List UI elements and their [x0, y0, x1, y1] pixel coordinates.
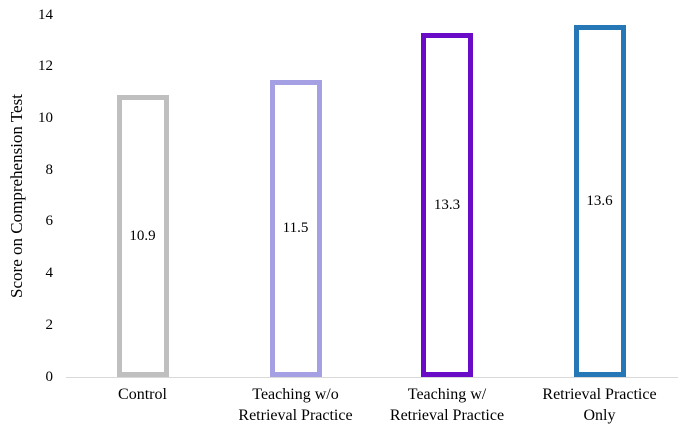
y-tick-label: 4 — [45, 265, 54, 282]
bar-value-label: 11.5 — [282, 220, 309, 237]
bar-value-label: 10.9 — [129, 228, 156, 245]
bar: 11.5 — [269, 79, 322, 377]
y-tick-label: 14 — [38, 6, 53, 23]
bar-value-label: 13.6 — [586, 193, 613, 210]
x-axis-line — [66, 376, 678, 378]
y-tick-label: 12 — [38, 58, 53, 75]
bar: 13.6 — [573, 25, 626, 377]
bar-value-label: 13.3 — [433, 197, 461, 214]
bar: 10.9 — [116, 95, 169, 377]
x-axis-category-label: Control — [118, 386, 167, 403]
y-tick-label: 10 — [38, 109, 53, 126]
y-tick-label: 0 — [45, 368, 54, 385]
y-tick-label: 2 — [45, 316, 54, 333]
y-tick-label: 6 — [45, 213, 54, 230]
x-axis-category-label: Teaching w/ Retrieval Practice — [389, 386, 505, 424]
bar: 13.3 — [421, 33, 473, 377]
x-axis-category-label: Teaching w/o Retrieval Practice — [238, 386, 353, 424]
x-axis-category-label: Retrieval Practice Only — [542, 386, 657, 424]
y-tick-label: 8 — [45, 161, 54, 178]
